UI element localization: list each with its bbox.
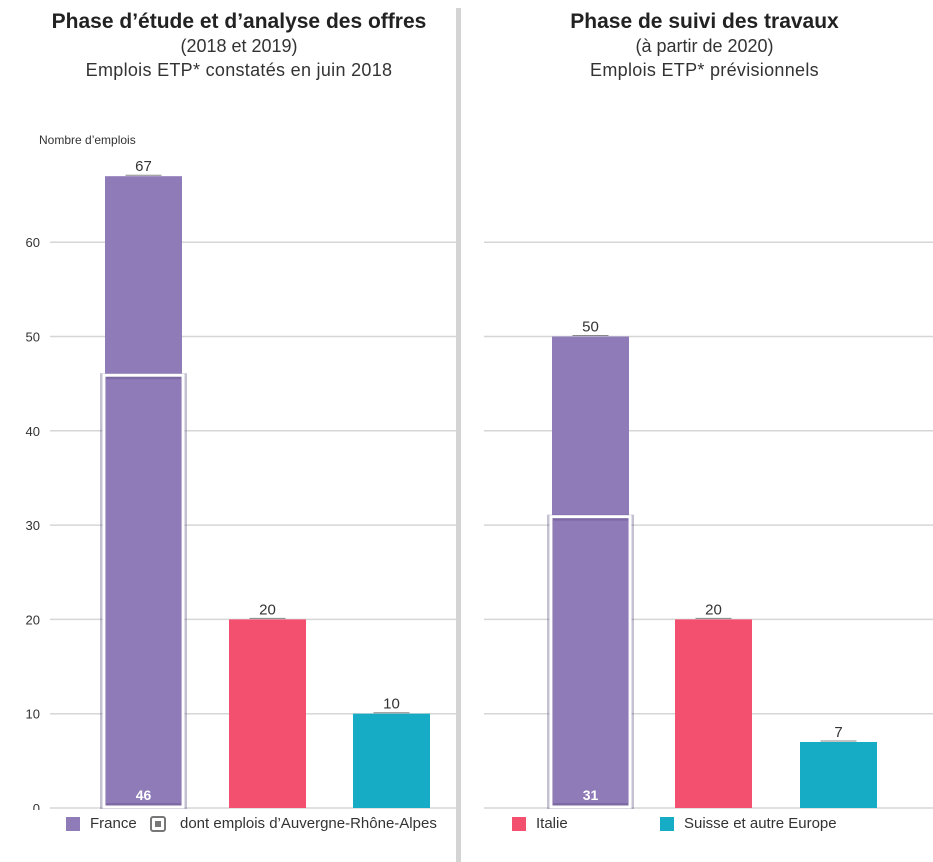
y-tick-label-40: 40 xyxy=(26,424,40,439)
legend-swatch-france xyxy=(66,816,80,831)
subset-label-etude: 46 xyxy=(136,787,152,803)
y-axis-label: Nombre d’emplois xyxy=(39,133,136,147)
legend-swatch-suisse xyxy=(660,816,674,831)
subset-outline-suivi xyxy=(549,515,632,809)
right-panel-header: Phase de suivi des travaux (à partir de … xyxy=(488,8,921,83)
value-label-suivi-suisse: 7 xyxy=(834,724,842,741)
panel-divider xyxy=(456,8,461,862)
left-panel-header: Phase d’étude et d’analyse des offres (2… xyxy=(20,8,458,83)
y-tick-label-10: 10 xyxy=(26,707,40,722)
bar-suivi-italie xyxy=(675,619,752,808)
legend-label-aura: dont emplois d’Auvergne-Rhône-Alpes xyxy=(180,815,437,832)
bar-etude-france xyxy=(105,176,182,808)
bar-suivi-suisse xyxy=(800,741,877,808)
right-panel-subtitle-period: (à partir de 2020) xyxy=(635,36,774,56)
legend-item-france: France xyxy=(66,815,137,832)
left-panel-subtitle: Emplois ETP* constatés en juin 2018 xyxy=(85,60,393,80)
y-tick-label-30: 30 xyxy=(26,518,40,533)
legend-outline-icon xyxy=(150,815,166,832)
value-label-suivi-italie: 20 xyxy=(705,601,722,618)
right-panel-subtitle: Emplois ETP* prévisionnels xyxy=(590,60,819,80)
left-panel-subtitle-period: (2018 et 2019) xyxy=(180,36,298,56)
bar-etude-italie xyxy=(229,619,306,808)
legend-item-italie: Italie xyxy=(512,815,568,832)
value-label-etude-italie: 20 xyxy=(259,601,276,618)
y-tick-label-50: 50 xyxy=(26,330,40,345)
legend-item-suisse: Suisse et autre Europe xyxy=(660,815,837,832)
right-panel-title: Phase de suivi des travaux xyxy=(570,10,839,33)
legend-swatch-italie xyxy=(512,816,526,831)
value-label-etude-suisse: 10 xyxy=(383,696,400,713)
y-tick-label-20: 20 xyxy=(26,612,40,627)
value-label-etude-france: 67 xyxy=(135,158,152,175)
bar-etude-suisse xyxy=(353,713,430,808)
legend-label-italie: Italie xyxy=(536,815,568,832)
left-panel-title: Phase d’étude et d’analyse des offres xyxy=(51,10,427,33)
y-tick-label-0: 0 xyxy=(33,801,40,810)
bar-suivi-france xyxy=(552,336,629,808)
legend-item-aura: dont emplois d’Auvergne-Rhône-Alpes xyxy=(150,815,437,832)
legend-label-suisse: Suisse et autre Europe xyxy=(684,815,837,832)
subset-label-suivi: 31 xyxy=(583,787,599,803)
legend-label-france: France xyxy=(90,815,137,832)
bar-chart: 0 10 20 30 40 50 60 67 20 10 46 50 20 7 31 xyxy=(26,158,933,810)
subset-outline-etude xyxy=(102,373,185,809)
value-label-suivi-france: 50 xyxy=(582,319,599,336)
y-tick-label-60: 60 xyxy=(26,235,40,250)
